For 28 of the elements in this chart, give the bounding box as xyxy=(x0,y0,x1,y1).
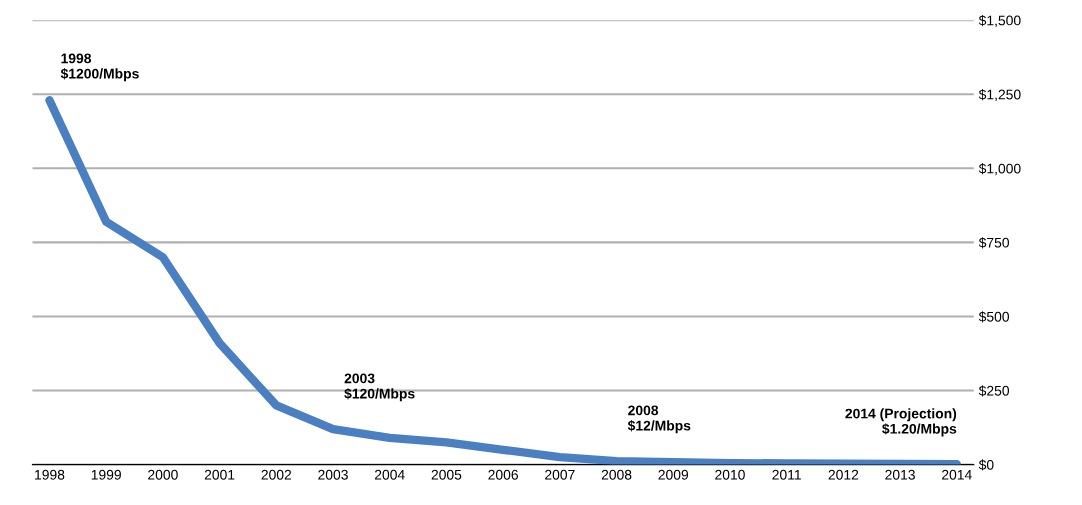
x-tick-label: 2014 xyxy=(942,469,972,480)
x-tick-label: 2006 xyxy=(488,469,518,480)
x-tick-label: 2013 xyxy=(885,469,915,480)
y-tick-label: $500 xyxy=(978,311,1010,323)
x-tick-label: 2009 xyxy=(658,469,689,480)
x-tick-label: 2008 xyxy=(601,469,632,480)
annotation: 2014 (Projection) $1.20/Mbps xyxy=(845,408,957,437)
x-tick-label: 2003 xyxy=(318,469,348,480)
x-tick-label: 2010 xyxy=(715,469,745,480)
annotation: 2008 $12/Mbps xyxy=(627,405,691,434)
x-tick-label: 2012 xyxy=(828,469,859,480)
annotation: 2003 $120/Mbps xyxy=(344,373,415,402)
x-tick-label: 2011 xyxy=(772,469,801,480)
x-tick-label: 2001 xyxy=(204,469,235,480)
x-tick-label: 1998 xyxy=(35,469,65,480)
annotation: 1998 $1200/Mbps xyxy=(60,53,139,82)
y-tick-label: $750 xyxy=(978,237,1010,249)
x-tick-label: 2000 xyxy=(148,469,178,480)
y-tick-label: $1,250 xyxy=(978,89,1021,102)
y-tick-label: $0 xyxy=(978,459,994,471)
y-tick-label: $1,500 xyxy=(978,14,1021,28)
y-tick-label: $250 xyxy=(978,385,1010,397)
x-tick-label: 2002 xyxy=(261,469,292,480)
y-tick-label: $1,000 xyxy=(978,163,1021,176)
x-tick-label: 2005 xyxy=(431,469,462,480)
x-tick-label: 2004 xyxy=(374,469,405,480)
x-tick-label: 1999 xyxy=(91,469,121,480)
x-tick-label: 2007 xyxy=(545,469,575,480)
